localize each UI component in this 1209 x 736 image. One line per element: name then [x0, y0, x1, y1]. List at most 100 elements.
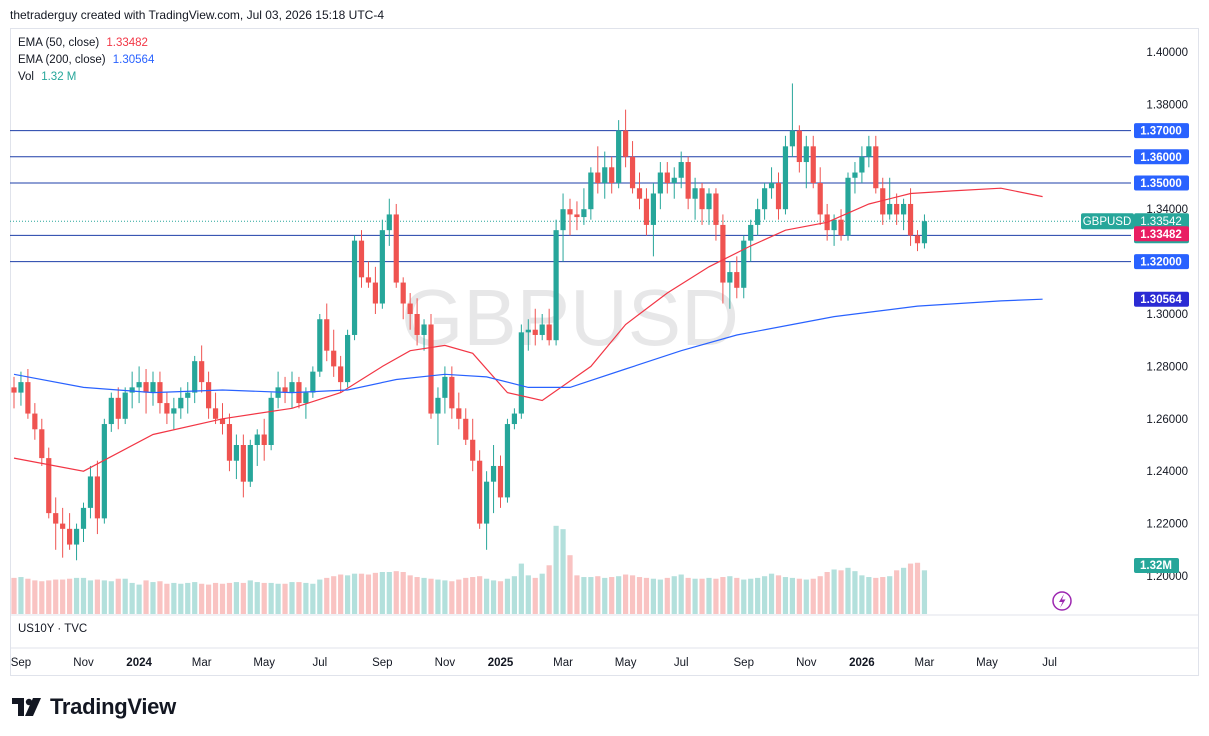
symbol-badge	[1081, 213, 1134, 230]
volume-bar	[477, 576, 483, 614]
candle-body	[574, 214, 580, 218]
volume-bar	[782, 577, 789, 614]
lightning-icon[interactable]	[1052, 591, 1072, 611]
candle-body	[87, 476, 94, 508]
volume-bar	[588, 577, 594, 614]
x-tick-label: Jul	[1042, 657, 1057, 669]
x-tick-label: Nov	[796, 657, 817, 669]
volume-bar	[379, 572, 385, 614]
volume-bar	[685, 577, 691, 614]
volume-bar	[643, 577, 650, 614]
candle-body	[789, 130, 795, 147]
candle-body	[414, 314, 420, 335]
volume-bar	[706, 577, 712, 614]
candle-body	[685, 162, 691, 199]
lower-pane-label[interactable]: US10Y · TVC	[18, 623, 88, 635]
volume-bar	[428, 578, 434, 614]
volume-bar	[192, 582, 198, 614]
volume-bar	[741, 579, 747, 614]
x-tick-label: May	[253, 657, 275, 669]
volume-bar	[282, 583, 288, 614]
volume-bar	[490, 580, 497, 614]
candle-body	[727, 272, 733, 283]
volume-bar	[775, 575, 782, 614]
candle-body	[351, 240, 358, 335]
volume-bar	[546, 565, 552, 614]
candle-body	[914, 235, 921, 244]
candle-body	[129, 387, 135, 393]
candle-body	[706, 193, 712, 210]
legend-ema200[interactable]: EMA (200, close) 1.30564	[18, 53, 154, 68]
candle-body	[372, 282, 378, 304]
volume-bar	[921, 570, 928, 614]
volume-bar	[511, 576, 517, 614]
ema200-badge-label: 1.30564	[1140, 294, 1182, 306]
volume-bar	[365, 574, 372, 614]
candle-body	[907, 203, 914, 236]
volume-bar	[623, 574, 629, 614]
volume-bar	[713, 578, 719, 614]
candle-body	[435, 397, 441, 414]
candle-body	[456, 408, 462, 419]
candle-body	[185, 392, 191, 398]
legend-ema200-label: EMA (200, close)	[18, 54, 106, 66]
candle-body	[894, 203, 900, 215]
volume-bar	[351, 573, 358, 614]
candle-body	[358, 240, 365, 278]
ema200-badge	[1134, 291, 1189, 307]
candle-body	[421, 324, 427, 335]
tradingview-logo[interactable]: TradingView	[12, 694, 176, 720]
volume-bar	[817, 576, 823, 614]
volume-bar	[219, 583, 226, 614]
x-tick-label: Jul	[312, 657, 327, 669]
y-tick-label: 1.38000	[1146, 99, 1188, 111]
candle-body	[539, 324, 545, 335]
volume-bar	[345, 575, 351, 614]
volume-bar	[671, 576, 677, 614]
candle-body	[845, 177, 851, 236]
candle-body	[859, 156, 865, 173]
volume-bar	[553, 525, 559, 614]
x-tick-label: Sep	[372, 657, 392, 669]
candle-body	[720, 224, 726, 283]
candle-body	[240, 445, 246, 482]
candle-body	[636, 188, 643, 199]
ema200-line	[13, 298, 1043, 394]
volume-bar	[435, 579, 441, 614]
candle-body	[317, 319, 323, 372]
chart-frame[interactable]	[10, 28, 1199, 676]
volume-bar	[484, 578, 490, 614]
candle-body	[629, 156, 636, 189]
x-tick-label: 2025	[488, 657, 514, 669]
volume-bar	[80, 577, 87, 614]
volume-bar	[845, 567, 851, 614]
volume-bar	[504, 578, 511, 614]
volume-bar	[595, 576, 601, 614]
legend-volume[interactable]: Vol 1.32 M	[18, 70, 76, 85]
candle-body	[122, 392, 128, 419]
candle-body	[560, 209, 566, 231]
candle-body	[567, 209, 573, 215]
volume-bar	[470, 577, 476, 614]
volume-bar	[233, 582, 239, 614]
volume-bar	[442, 580, 448, 614]
candle-body	[609, 167, 615, 183]
volume-bar	[636, 577, 643, 614]
volume-bar	[275, 583, 281, 614]
level-badge-label: 1.35000	[1140, 178, 1182, 190]
volume-bar	[150, 582, 156, 614]
volume-bar	[212, 582, 219, 614]
candle-body	[108, 397, 114, 425]
candle-body	[289, 382, 295, 393]
candle-body	[324, 319, 330, 351]
legend-ema50[interactable]: EMA (50, close) 1.33482	[18, 36, 148, 51]
volume-bar	[32, 580, 38, 614]
volume-bar	[261, 582, 267, 614]
volume-bar	[331, 576, 337, 614]
legend-ema50-label: EMA (50, close)	[18, 37, 100, 49]
volume-bar	[421, 577, 427, 614]
candle-body	[755, 209, 761, 225]
ema-layer	[13, 187, 1043, 472]
candle-body	[233, 445, 239, 461]
